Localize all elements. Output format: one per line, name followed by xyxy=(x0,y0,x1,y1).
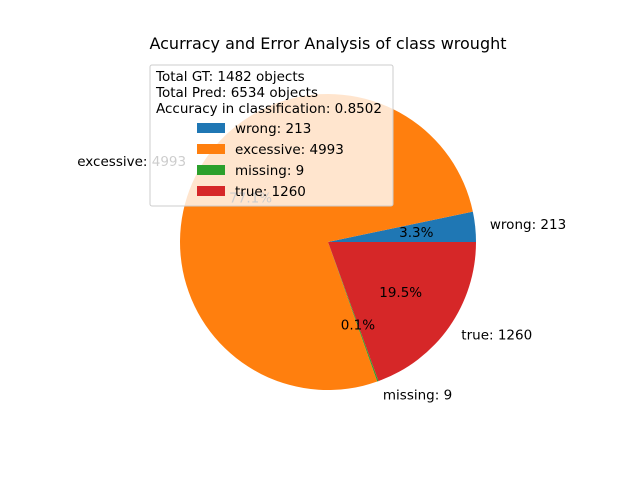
pie-slice-wrong xyxy=(328,211,476,242)
pie-slice-true xyxy=(328,242,476,382)
slice-label-true: true: 1260 xyxy=(461,327,532,343)
legend-label-missing: missing: 9 xyxy=(235,163,304,179)
legend-swatch-missing xyxy=(197,165,225,175)
pie-slice-missing xyxy=(328,242,379,382)
slice-label-missing: missing: 9 xyxy=(383,387,452,403)
legend-swatch-excessive xyxy=(197,144,225,154)
legend-header-line: Accuracy in classification: 0.8502 xyxy=(156,101,382,117)
legend-label-wrong: wrong: 213 xyxy=(235,121,311,137)
legend: Total GT: 1482 objects Total Pred: 6534 … xyxy=(149,64,394,207)
legend-header-line: Total Pred: 6534 objects xyxy=(155,85,318,101)
slice-percent-missing: 0.1% xyxy=(341,318,375,334)
slice-percent-wrong: 3.3% xyxy=(399,225,433,241)
legend-header-line: Total GT: 1482 objects xyxy=(155,69,305,85)
legend-entries: wrong: 213 excessive: 4993 missing: 9 true:… xyxy=(197,121,344,200)
chart-title: Acurracy and Error Analysis of class wro… xyxy=(149,34,506,53)
legend-label-excessive: excessive: 4993 xyxy=(235,142,344,158)
slice-percent-true: 19.5% xyxy=(379,285,422,301)
slice-label-wrong: wrong: 213 xyxy=(490,217,566,233)
legend-swatch-wrong xyxy=(197,123,225,133)
legend-swatch-true xyxy=(197,186,225,196)
legend-label-true: true: 1260 xyxy=(235,184,306,200)
